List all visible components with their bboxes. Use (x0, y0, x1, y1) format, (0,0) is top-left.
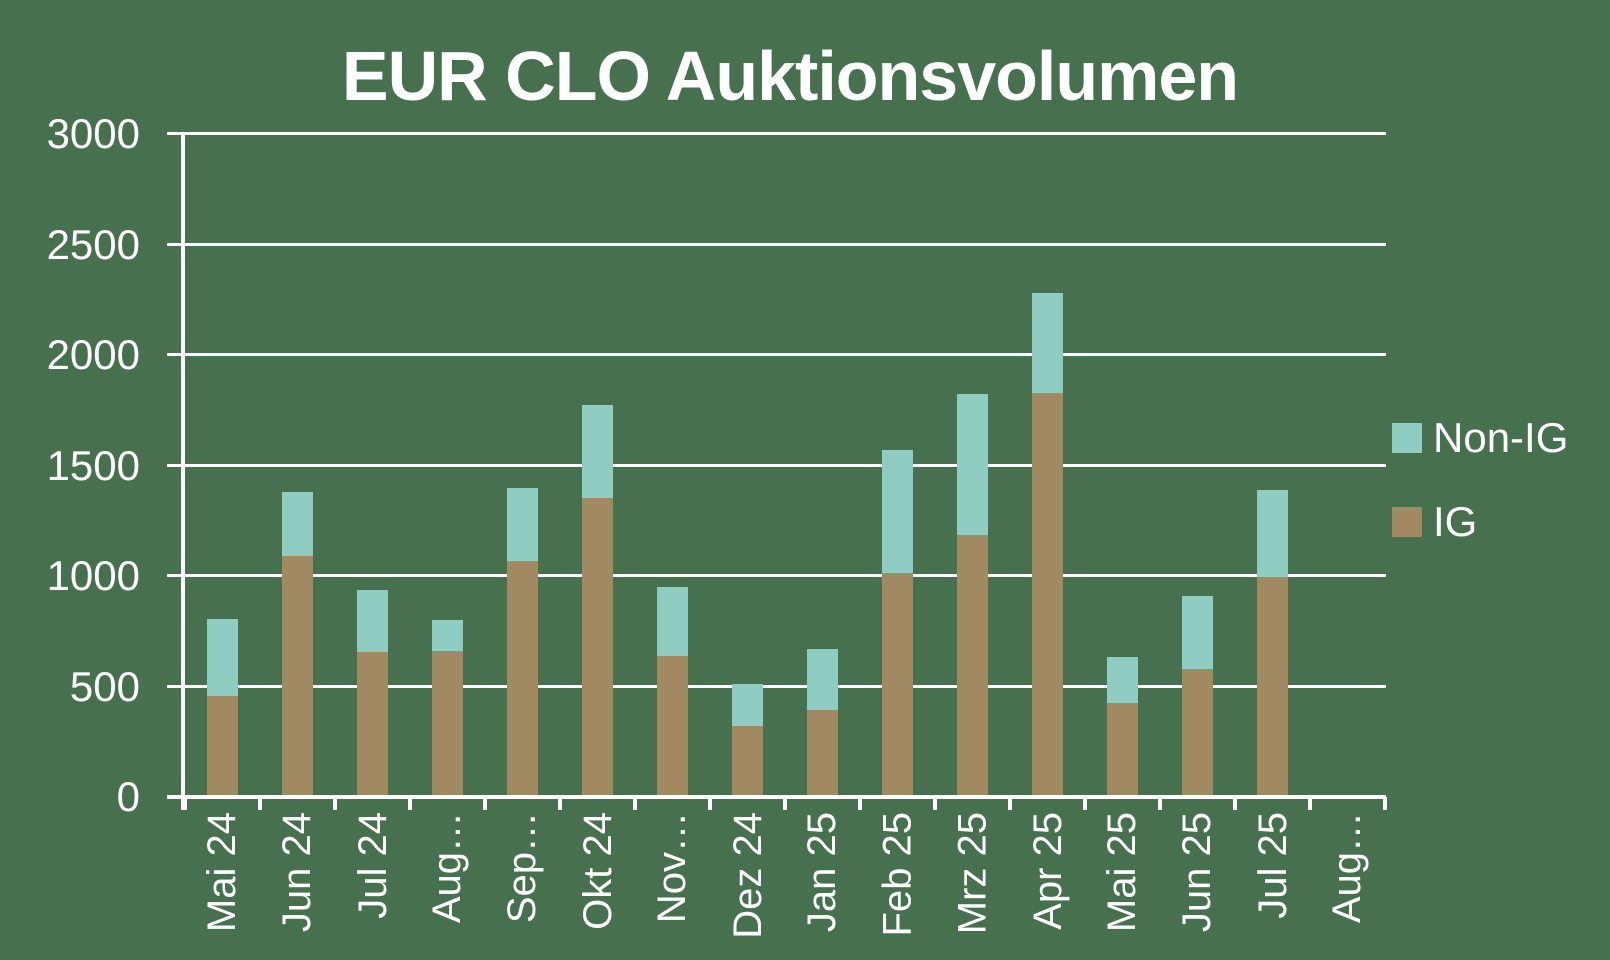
x-axis-label: Jun 24 (275, 812, 320, 933)
x-axis-label: Apr 25 (1025, 812, 1070, 930)
gridline-1000 (167, 574, 1386, 577)
x-axis-label: Nov… (650, 812, 695, 924)
bar-non-ig (207, 619, 238, 696)
y-axis-label: 2000 (46, 331, 140, 378)
bar-ig (1182, 669, 1213, 797)
gridline-3000 (167, 132, 1386, 135)
bar-non-ig (957, 394, 988, 535)
y-axis-line (181, 132, 185, 810)
x-tick (708, 797, 712, 810)
x-axis-label: Jul 25 (1250, 812, 1295, 919)
x-tick (1008, 797, 1012, 810)
bar-ig (357, 652, 388, 797)
bar-non-ig (507, 488, 538, 561)
x-axis-label: Aug… (1325, 812, 1370, 924)
gridline-500 (167, 685, 1386, 688)
gridline-2000 (167, 353, 1386, 356)
y-axis-label: 1000 (46, 552, 140, 599)
bar-ig (207, 696, 238, 797)
bar-ig (1257, 577, 1288, 797)
legend: Non-IG IG (1392, 414, 1568, 582)
y-axis-label: 500 (69, 663, 140, 710)
bar-non-ig (1107, 657, 1138, 703)
x-tick (1233, 797, 1237, 810)
x-axis-label: Mrz 25 (950, 812, 995, 935)
chart-title: EUR CLO Auktionsvolumen (341, 37, 1239, 115)
x-axis-label: Mai 24 (200, 812, 245, 933)
y-axis-label: 2500 (46, 221, 140, 268)
bar-ig (1107, 703, 1138, 797)
bar-ig (957, 535, 988, 797)
x-tick (1158, 797, 1162, 810)
legend-label-non-ig: Non-IG (1433, 414, 1569, 461)
bar-non-ig (1257, 490, 1288, 577)
x-axis-label: Feb 25 (875, 812, 920, 937)
x-tick (1383, 797, 1387, 810)
legend-swatch-ig (1392, 507, 1422, 537)
x-axis-label: Mai 25 (1100, 812, 1145, 933)
x-axis-label: Jul 24 (350, 812, 395, 919)
x-tick (558, 797, 562, 810)
y-axis-label: 3000 (46, 110, 140, 157)
x-tick (1308, 797, 1312, 810)
y-axis-label: 1500 (46, 442, 140, 489)
x-axis-line (167, 795, 1386, 799)
x-tick (408, 797, 412, 810)
x-tick (1083, 797, 1087, 810)
legend-item-ig: IG (1392, 498, 1568, 546)
x-tick (483, 797, 487, 810)
bar-non-ig (732, 684, 763, 726)
x-axis-label: Aug… (425, 812, 470, 924)
bar-ig (432, 651, 463, 797)
bar-ig (732, 726, 763, 797)
x-tick (933, 797, 937, 810)
bar-non-ig (807, 649, 838, 710)
x-axis-label: Sep… (500, 812, 545, 924)
bar-non-ig (357, 590, 388, 652)
gridline-1500 (167, 464, 1386, 467)
bar-ig (507, 561, 538, 797)
x-tick (333, 797, 337, 810)
x-axis-label: Jan 25 (800, 812, 845, 933)
x-axis-label: Okt 24 (575, 812, 620, 930)
bar-non-ig (657, 587, 688, 656)
x-tick (858, 797, 862, 810)
legend-swatch-non-ig (1392, 423, 1422, 453)
bar-ig (882, 573, 913, 797)
bar-non-ig (882, 450, 913, 573)
gridline-2500 (167, 243, 1386, 246)
bar-ig (1032, 393, 1063, 797)
x-tick (258, 797, 262, 810)
x-axis-label: Dez 24 (725, 812, 770, 939)
x-tick (783, 797, 787, 810)
y-axis-label: 0 (116, 773, 140, 820)
bar-ig (657, 656, 688, 797)
legend-item-non-ig: Non-IG (1392, 414, 1568, 462)
bar-non-ig (282, 492, 313, 556)
bar-non-ig (1182, 596, 1213, 669)
x-axis-label: Jun 25 (1175, 812, 1220, 933)
bar-ig (582, 498, 613, 797)
x-tick (633, 797, 637, 810)
bar-non-ig (432, 620, 463, 651)
bar-ig (807, 710, 838, 797)
bar-non-ig (582, 405, 613, 498)
x-tick (183, 797, 187, 810)
bar-non-ig (1032, 293, 1063, 393)
bar-ig (282, 556, 313, 797)
legend-label-ig: IG (1433, 498, 1478, 545)
